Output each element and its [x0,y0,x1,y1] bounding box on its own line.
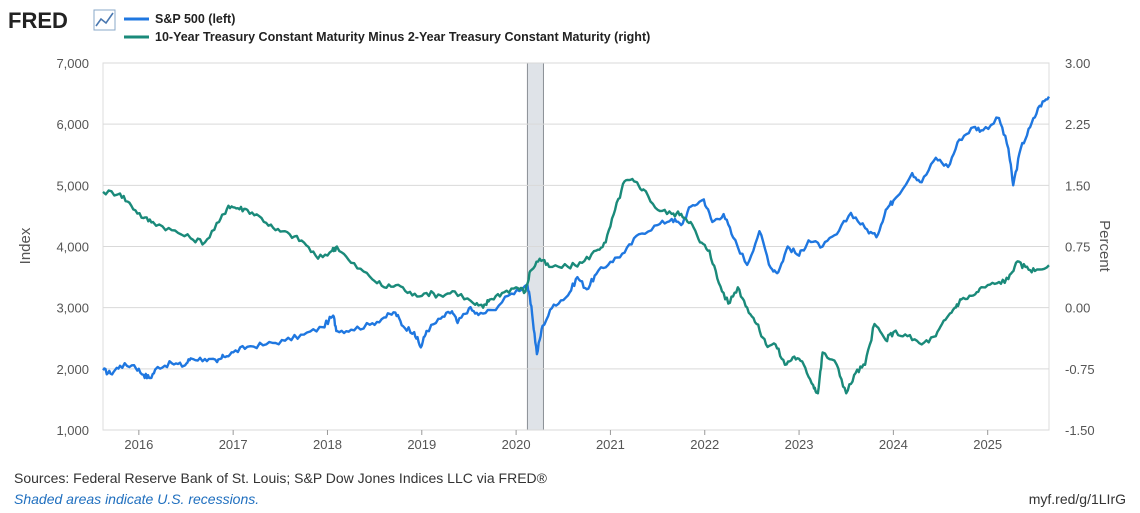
x-tick-label: 2018 [313,437,342,452]
left-axis-title: Index [17,227,34,264]
legend-item-sp500[interactable]: S&P 500 (left) [124,12,235,26]
fred-logo[interactable]: FRED [8,8,116,33]
left-tick-label: 4,000 [56,240,89,255]
right-tick-label: 1.50 [1065,178,1090,193]
line-chart-icon [93,9,116,31]
right-tick-label: 3.00 [1065,56,1090,71]
left-y-axis: 1,000 2,000 3,000 4,000 5,000 6,000 7,000 [56,56,89,438]
right-tick-label: 0.75 [1065,240,1090,255]
right-axis-title: Percent [1096,220,1113,273]
gridlines [103,62,1049,431]
x-tick-label: 2024 [879,437,908,452]
short-url-link[interactable]: myf.red/g/1LIrG [1028,491,1126,507]
series-lines [102,95,1051,395]
left-tick-label: 6,000 [56,117,89,132]
left-tick-label: 2,000 [56,362,89,377]
x-tick-label: 2020 [502,437,531,452]
plot-area [102,62,1051,431]
fred-logo-text: FRED [8,8,68,33]
x-tick-label: 2016 [124,437,153,452]
x-tick-label: 2025 [973,437,1002,452]
x-tick-label: 2019 [407,437,436,452]
x-tick-label: 2023 [785,437,814,452]
right-tick-label: 0.00 [1065,301,1090,316]
left-tick-label: 5,000 [56,178,89,193]
sources-note: Sources: Federal Reserve Bank of St. Lou… [14,470,547,486]
left-tick-label: 7,000 [56,56,89,71]
legend-item-yield-spread[interactable]: 10-Year Treasury Constant Maturity Minus… [124,30,650,44]
right-y-axis: -1.50 -0.75 0.00 0.75 1.50 2.25 3.00 [1065,56,1095,438]
x-tick-label: 2021 [596,437,625,452]
left-tick-label: 1,000 [56,423,89,438]
legend-label-sp500: S&P 500 (left) [155,12,235,26]
legend-label-yield-spread: 10-Year Treasury Constant Maturity Minus… [155,30,650,44]
series-line-yield-spread[interactable] [102,177,1050,395]
x-axis: 2016 2017 2018 2019 2020 2021 2022 2023 2024 2025 [124,430,1002,452]
right-tick-label: -1.50 [1065,423,1095,438]
recession-note: Shaded areas indicate U.S. recessions. [14,491,260,507]
legend: S&P 500 (left) 10-Year Treasury Constant… [124,12,650,44]
series-line-sp500[interactable] [102,95,1051,380]
left-tick-label: 3,000 [56,301,89,316]
x-tick-label: 2022 [690,437,719,452]
right-tick-label: -0.75 [1065,362,1095,377]
right-tick-label: 2.25 [1065,117,1090,132]
x-tick-label: 2017 [219,437,248,452]
